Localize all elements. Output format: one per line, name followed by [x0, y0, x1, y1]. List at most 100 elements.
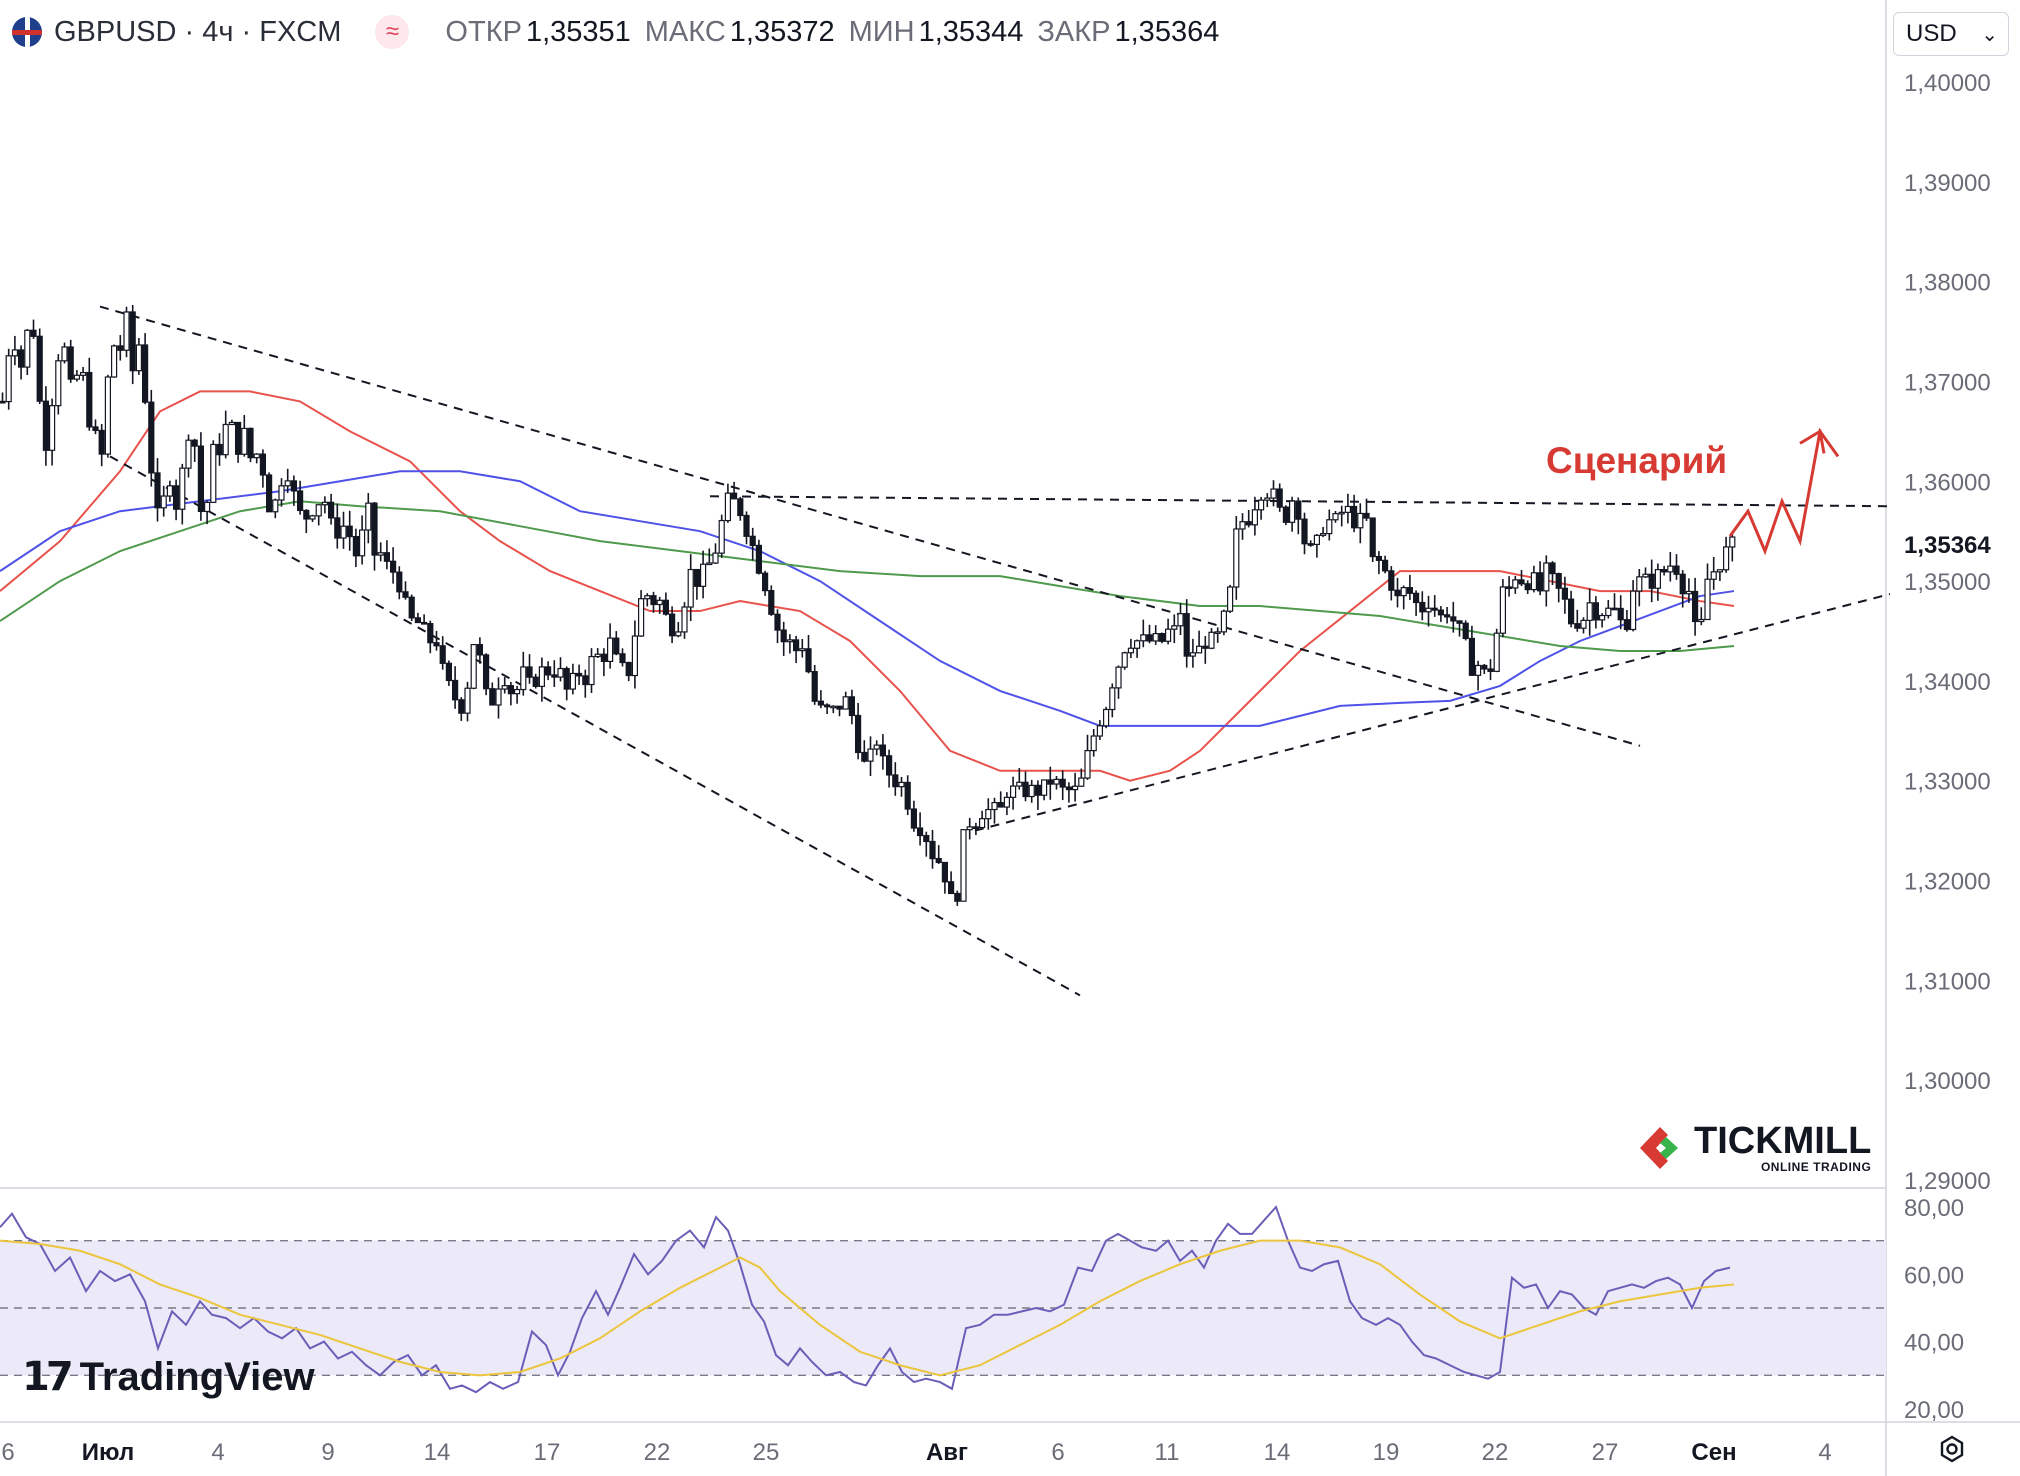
candle-body: [1053, 778, 1060, 785]
candle-body: [272, 499, 279, 513]
candle-body: [954, 892, 961, 902]
candle-body: [30, 329, 37, 337]
candle-body: [110, 345, 118, 378]
candle-body: [5, 355, 12, 403]
candle-body: [712, 552, 719, 564]
candle-body: [86, 371, 93, 428]
price-tick-label: 1,30000: [1904, 1068, 1991, 1095]
candle-body: [768, 590, 775, 615]
candle-body: [222, 423, 229, 456]
candle-body: [1357, 512, 1364, 529]
tradingview-logo[interactable]: 17 TradingView: [22, 1354, 315, 1400]
candle-body: [1140, 634, 1147, 642]
rsi-tick-label: 20,00: [1904, 1397, 1964, 1424]
candle-body: [284, 480, 291, 487]
candle-body: [916, 827, 924, 837]
candle-body: [1691, 590, 1699, 623]
candle-body: [923, 834, 930, 843]
candle-body: [1605, 607, 1612, 617]
candle-body: [371, 502, 378, 556]
candle-body: [668, 613, 676, 637]
candle-body: [1679, 573, 1686, 595]
candle-body: [823, 704, 831, 708]
candle-body: [1133, 640, 1141, 649]
time-tick-label: 4: [1818, 1439, 1831, 1466]
candle-body: [98, 429, 105, 455]
candle-body: [1499, 586, 1507, 634]
candle-body: [1462, 622, 1469, 640]
candle-body: [92, 426, 99, 432]
tickmill-logo: TICKMILL ONLINE TRADING: [1636, 1122, 1871, 1174]
candle-body: [650, 595, 657, 606]
time-tick-label: 14: [424, 1439, 451, 1466]
candle-body: [662, 599, 670, 615]
candle-body: [606, 637, 614, 662]
gear-icon[interactable]: [1937, 1434, 1967, 1464]
time-tick-label: Сен: [1691, 1439, 1736, 1466]
candle-body: [644, 595, 651, 600]
candle-body: [594, 653, 601, 658]
candle-body: [941, 861, 949, 883]
candle-body: [1363, 512, 1370, 519]
candle-body: [1555, 573, 1562, 589]
candle-body: [817, 700, 825, 706]
candle-body: [1096, 725, 1104, 737]
candle-body: [1338, 511, 1345, 515]
candle-body: [730, 492, 738, 500]
candle-body: [1208, 631, 1215, 649]
candle-body: [402, 591, 409, 598]
candle-body: [1164, 628, 1172, 642]
candle-body: [321, 501, 328, 506]
currency-select[interactable]: USD ⌄: [1893, 12, 2009, 56]
candle-body: [1009, 785, 1017, 798]
candle-body: [1332, 513, 1339, 521]
candle-body: [1034, 784, 1042, 796]
candle-body: [315, 504, 322, 517]
candle-body: [241, 427, 248, 455]
candle-body: [1233, 528, 1240, 588]
candle-body: [1288, 500, 1296, 523]
candle-body: [259, 453, 266, 476]
candle-body: [588, 655, 595, 686]
candle-body: [910, 808, 918, 829]
candle-body: [1592, 602, 1600, 621]
candle-body: [216, 443, 223, 456]
price-tick-label: 1,39000: [1904, 170, 1991, 197]
candle-body: [1047, 779, 1054, 785]
candle-body: [1642, 573, 1649, 578]
symbol-title[interactable]: GBPUSD · 4ч · FXCM: [54, 15, 342, 48]
candle-body: [799, 648, 806, 652]
candle-body: [1567, 598, 1575, 625]
candle-body: [148, 401, 155, 474]
candle-body: [520, 666, 527, 691]
candle-body: [699, 563, 707, 587]
candle-body: [309, 515, 316, 520]
candle-body: [861, 751, 868, 762]
ma-mid-line: [0, 470, 1735, 727]
candle-body: [854, 714, 862, 754]
candle-body: [1493, 632, 1500, 672]
candle-body: [582, 675, 589, 686]
time-tick-label: 14: [1264, 1439, 1291, 1466]
candle-body: [960, 829, 967, 902]
candle-body: [929, 840, 936, 860]
candle-body: [278, 485, 285, 501]
candle-body: [904, 781, 911, 810]
candle-body: [1654, 569, 1662, 589]
candle-body: [48, 405, 56, 451]
candle-body: [377, 552, 384, 556]
candle-body: [761, 572, 769, 592]
candle-body: [551, 674, 558, 678]
candle-body: [123, 311, 130, 351]
candle-body: [619, 653, 626, 664]
candle-body: [1412, 592, 1420, 604]
tradingview-text: TradingView: [79, 1354, 315, 1399]
candle-body: [334, 517, 341, 539]
time-tick-label: 6: [1, 1439, 14, 1466]
candle-body: [73, 374, 81, 380]
currency-value: USD: [1906, 20, 1957, 47]
indicator-wave-icon[interactable]: ≈: [375, 15, 410, 49]
candle-body: [266, 474, 273, 513]
candle-body: [464, 687, 471, 714]
